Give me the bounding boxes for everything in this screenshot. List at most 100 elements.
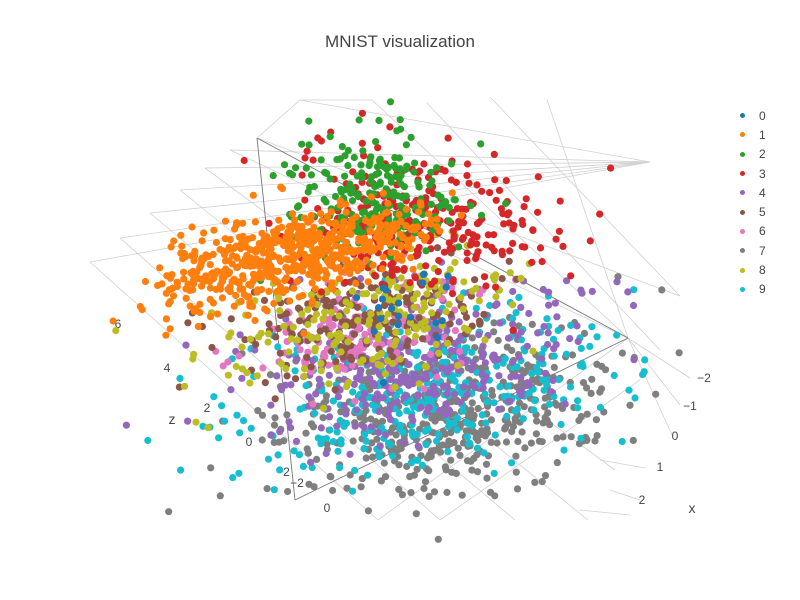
- legend-item[interactable]: 1: [740, 125, 766, 144]
- data-point-5: [294, 304, 302, 312]
- data-point-9: [566, 383, 575, 391]
- data-point-3: [500, 220, 508, 228]
- data-point-4: [547, 388, 555, 396]
- data-point-6: [355, 324, 363, 332]
- data-point-7: [550, 363, 558, 371]
- data-point-9: [549, 335, 558, 343]
- data-point-4: [422, 374, 431, 383]
- data-point-7: [587, 389, 595, 397]
- data-point-2: [393, 127, 401, 135]
- data-point-4: [443, 327, 451, 335]
- data-point-2: [477, 211, 486, 219]
- data-point-4: [430, 383, 438, 391]
- data-point-1: [378, 265, 386, 273]
- legend-item[interactable]: 3: [740, 164, 766, 183]
- data-point-4: [286, 424, 295, 432]
- data-point-4: [405, 360, 413, 368]
- legend-item[interactable]: 6: [740, 222, 766, 241]
- data-point-9: [421, 427, 429, 435]
- data-point-8: [442, 308, 450, 316]
- data-point-2: [386, 98, 395, 106]
- data-point-1: [260, 249, 268, 257]
- legend-swatch: [740, 151, 745, 157]
- data-point-3: [458, 235, 466, 243]
- data-point-3: [371, 271, 379, 279]
- data-point-1: [314, 252, 322, 260]
- data-point-9: [422, 441, 430, 449]
- legend-label: 6: [759, 224, 766, 239]
- data-point-7: [580, 329, 589, 337]
- data-point-4: [376, 442, 384, 450]
- data-point-7: [361, 416, 369, 424]
- data-point-7: [313, 455, 321, 463]
- data-point-9: [588, 323, 596, 331]
- data-point-7: [346, 471, 354, 479]
- data-point-5: [350, 330, 358, 338]
- data-point-1: [396, 230, 404, 238]
- legend-swatch: [740, 190, 745, 196]
- data-point-4: [490, 355, 498, 363]
- data-point-1: [190, 257, 198, 265]
- data-point-4: [293, 355, 301, 363]
- data-point-7: [629, 436, 637, 444]
- data-point-7: [541, 413, 549, 422]
- data-point-1: [255, 240, 263, 248]
- data-point-1: [170, 237, 178, 245]
- data-point-9: [486, 301, 494, 310]
- data-point-1: [233, 254, 241, 262]
- data-point-4: [566, 335, 574, 343]
- data-point-7: [263, 485, 271, 493]
- data-point-1: [304, 240, 312, 249]
- data-point-9: [395, 409, 403, 417]
- data-point-7: [593, 432, 601, 440]
- data-point-5: [252, 340, 260, 348]
- data-point-9: [351, 466, 359, 474]
- data-point-1: [348, 216, 356, 224]
- data-point-7: [398, 491, 406, 499]
- data-point-7: [474, 404, 482, 413]
- data-point-8: [415, 380, 423, 388]
- data-point-1: [213, 310, 222, 318]
- data-point-1: [346, 270, 354, 278]
- data-point-4: [371, 366, 379, 374]
- legend-item[interactable]: 7: [740, 241, 766, 260]
- data-point-7: [456, 451, 464, 459]
- data-point-1: [262, 264, 270, 272]
- legend-label: 3: [759, 166, 766, 181]
- data-point-3: [473, 181, 481, 189]
- data-point-3: [552, 235, 560, 243]
- data-point-9: [459, 407, 467, 415]
- legend-item[interactable]: 5: [740, 202, 766, 221]
- data-point-4: [495, 372, 503, 380]
- data-point-2: [352, 190, 360, 198]
- legend-item[interactable]: 0: [740, 106, 766, 125]
- data-point-2: [427, 168, 435, 176]
- data-point-7: [483, 474, 491, 482]
- x-tick-label: −1: [683, 399, 697, 413]
- data-point-9: [466, 439, 474, 447]
- data-point-9: [229, 474, 237, 482]
- data-point-1: [180, 275, 188, 283]
- data-point-8: [468, 287, 476, 295]
- data-point-8: [189, 355, 197, 363]
- data-point-7: [343, 484, 351, 492]
- data-point-1: [448, 189, 456, 197]
- data-point-8: [406, 318, 415, 327]
- data-point-9: [418, 461, 427, 469]
- data-point-8: [393, 283, 401, 291]
- legend-item[interactable]: 2: [740, 145, 766, 164]
- data-point-1: [198, 258, 206, 266]
- data-point-8: [354, 316, 362, 325]
- data-point-3: [387, 261, 395, 269]
- legend-item[interactable]: 8: [740, 260, 766, 279]
- legend-item[interactable]: 4: [740, 183, 766, 202]
- data-point-8: [204, 424, 212, 432]
- data-point-8: [276, 307, 284, 315]
- data-point-1: [355, 259, 363, 267]
- data-point-8: [285, 348, 293, 356]
- data-point-9: [463, 433, 471, 441]
- data-point-3: [430, 277, 439, 285]
- data-point-8: [337, 348, 345, 356]
- legend-item[interactable]: 9: [740, 280, 766, 299]
